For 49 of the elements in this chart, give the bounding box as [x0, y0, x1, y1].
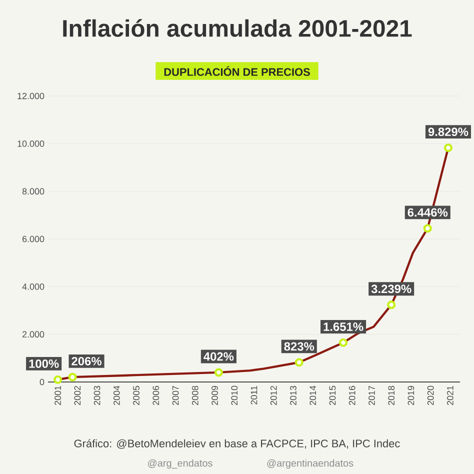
x-tick-label: 2001	[54, 386, 61, 406]
x-tick-label: 2005	[133, 386, 140, 406]
y-tick-label: 6.000	[22, 236, 44, 242]
point	[387, 300, 396, 310]
point	[214, 368, 223, 377]
y-tick-label: 0	[40, 378, 44, 386]
data-label: 823%	[284, 342, 314, 351]
x-tick-label: 2013	[290, 386, 296, 406]
data-label: 6.446%	[408, 208, 448, 217]
x-tick-label: 2012	[270, 386, 277, 406]
x-tick-label: 2010	[231, 386, 238, 406]
point	[423, 224, 432, 233]
data-label: 3.239%	[371, 284, 412, 294]
data-label: 100%	[29, 359, 59, 368]
text: @argentinaendatos	[267, 459, 354, 469]
x-tick-label: 2003	[94, 386, 100, 406]
y-tick-label: 10.000	[18, 140, 44, 147]
y-tick-label: 2.000	[22, 331, 44, 338]
x-tick-label: 2006	[152, 386, 160, 406]
x-tick-label: 2004	[113, 386, 120, 406]
x-tick-label: 2017	[368, 386, 375, 406]
data-label: 206%	[72, 356, 102, 366]
x-tick-label: 2011	[250, 386, 258, 404]
point	[54, 375, 62, 384]
x-tick-label: 2020	[427, 386, 434, 406]
point	[338, 338, 348, 347]
chart-subtitle: DUPLICACIÓN DE PRECIOS	[164, 66, 310, 76]
x-tick-label: 2019	[408, 386, 414, 406]
y-tick-label: 4.000	[22, 283, 44, 290]
x-tick-label: 2008	[192, 386, 198, 406]
y-tick-label: 12.000	[18, 92, 44, 100]
text: @arg_endatos	[148, 459, 212, 469]
x-tick-label: 2007	[172, 386, 179, 406]
data-label: 1.651%	[324, 322, 364, 331]
data-label: 9.829%	[428, 128, 468, 136]
x-tick-label: 2015	[329, 386, 336, 406]
x-tick-label: 2009	[212, 386, 218, 406]
x-tick-label: 2018	[388, 386, 395, 406]
point	[444, 143, 453, 152]
x-tick-label: 2014	[310, 386, 316, 406]
point	[68, 372, 77, 382]
point	[294, 358, 304, 367]
y-tick-label: 8.000	[22, 188, 44, 195]
text: Gráfico: @BetoMendeleiev en base a FACPCE, IPC BA, IPC Indec	[74, 439, 400, 449]
x-tick-label: 2021	[447, 386, 454, 406]
x-tick-label: 2016	[348, 386, 356, 406]
x-tick-label: 2002	[74, 386, 81, 406]
chart-title: Inflación acumulada 2001-2021	[63, 19, 412, 37]
data-label: 402%	[204, 352, 234, 361]
